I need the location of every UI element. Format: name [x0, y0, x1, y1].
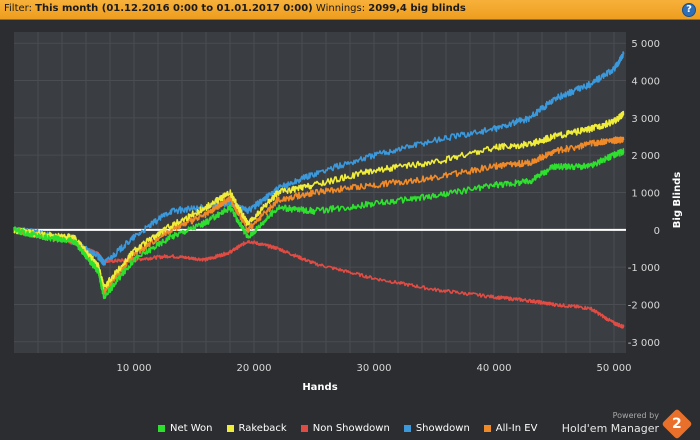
legend-swatch — [158, 424, 165, 432]
filter-value[interactable]: This month (01.12.2016 0:00 to 01.01.201… — [35, 3, 313, 14]
legend-label: Rakeback — [238, 422, 287, 434]
y-tick-label: 0 — [654, 226, 660, 237]
legend-label: Showdown — [415, 422, 470, 434]
legend-item-net-won[interactable]: Net Won — [158, 421, 213, 435]
legend-item-showdown[interactable]: Showdown — [403, 421, 470, 435]
y-tick-label: 2 000 — [631, 151, 660, 162]
series-line-rakeback — [13, 110, 625, 290]
legend-item-rakeback[interactable]: Rakeback — [226, 421, 287, 435]
chart-legend: Net Won Rakeback Non Showdown Showdown All-I… — [158, 421, 537, 435]
y-tick-label: -3 000 — [628, 338, 660, 349]
legend-item-all-in-ev[interactable]: All-In EV — [483, 421, 538, 435]
legend-swatch — [403, 424, 411, 432]
filter-summary: Filter: This month (01.12.2016 0:00 to 0… — [4, 3, 466, 14]
filter-bar: Filter: This month (01.12.2016 0:00 to 0… — [0, 0, 700, 20]
y-tick-label: -1 000 — [628, 263, 660, 274]
y-tick-label: 3 000 — [631, 114, 660, 125]
legend-swatch — [300, 424, 308, 432]
y-tick-label: 4 000 — [631, 77, 660, 88]
x-tick-label: 10 000 — [117, 363, 152, 374]
x-axis-title: Hands — [302, 382, 337, 393]
series-line-net-won — [13, 148, 625, 300]
series-line-showdown — [13, 51, 625, 266]
hm2-logo-icon: 2 — [661, 408, 693, 440]
y-tick-label: -2 000 — [628, 300, 660, 311]
winnings-chart: 10 000 20 000 30 000 40 000 50 000 5 000 4 00… — [13, 32, 683, 393]
legend-swatch — [483, 424, 491, 432]
y-tick-label: 1 000 — [631, 189, 660, 200]
legend-swatch — [226, 424, 234, 432]
legend-label: Non Showdown — [312, 422, 390, 434]
winnings-value: 2099,4 big blinds — [368, 3, 466, 14]
legend-item-non-showdown[interactable]: Non Showdown — [300, 421, 390, 435]
x-tick-label: 40 000 — [477, 363, 512, 374]
y-tick-label: 5 000 — [631, 39, 660, 50]
legend-label: Net Won — [170, 422, 213, 434]
filter-prefix: Filter: — [4, 3, 32, 14]
x-tick-label: 50 000 — [597, 363, 632, 374]
powered-by-label: Powered by — [612, 411, 659, 420]
x-tick-label: 20 000 — [237, 363, 272, 374]
winnings-label: Winnings: — [315, 3, 366, 14]
logo-text: 2 — [672, 416, 682, 432]
x-tick-label: 30 000 — [357, 363, 392, 374]
y-axis-title: Big Blinds — [672, 172, 683, 228]
branding: Powered by Hold'em Manager 2 — [554, 408, 694, 440]
product-name: Hold'em Manager — [561, 422, 659, 435]
help-icon[interactable]: ? — [682, 3, 696, 17]
legend-label: All-In EV — [495, 422, 538, 434]
